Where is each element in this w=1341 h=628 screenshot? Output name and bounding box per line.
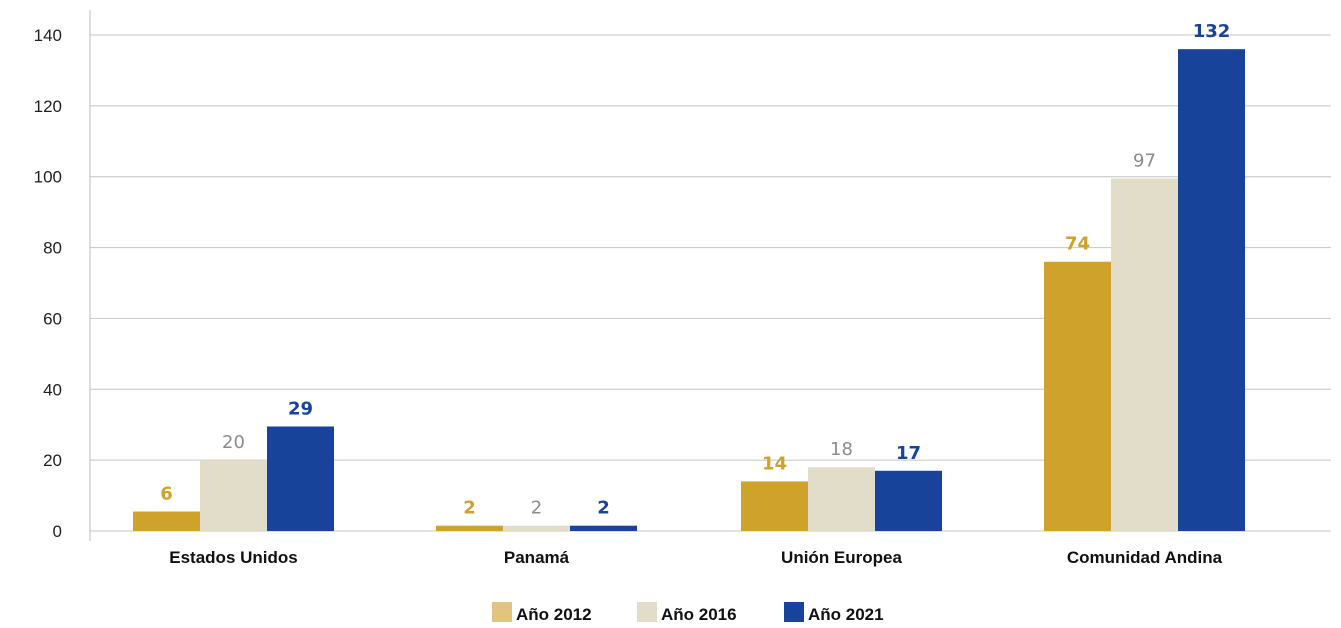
- y-tick-label-120: 120: [34, 97, 62, 116]
- legend-label-ano-2021: Año 2021: [808, 605, 884, 624]
- category-label-panama: Panamá: [504, 548, 570, 567]
- bar-union-europea-ano-2012: [741, 481, 808, 531]
- data-label-comunidad-andina-ano-2016: 97: [1133, 150, 1156, 171]
- category-label-comunidad-andina: Comunidad Andina: [1067, 548, 1223, 567]
- data-label-panama-ano-2016: 2: [531, 498, 542, 519]
- data-label-estados-unidos-ano-2021: 29: [288, 398, 313, 419]
- data-label-union-europea-ano-2016: 18: [830, 439, 853, 460]
- data-label-estados-unidos-ano-2016: 20: [222, 432, 245, 453]
- y-tick-label-60: 60: [43, 309, 62, 328]
- data-label-estados-unidos-ano-2012: 6: [160, 484, 173, 505]
- category-labels: Estados Unidos Panamá Unión Europea Comunid…: [169, 548, 1222, 567]
- legend-label-ano-2012: Año 2012: [516, 605, 592, 624]
- bar-panama-ano-2021: [570, 525, 637, 531]
- data-label-comunidad-andina-ano-2012: 74: [1065, 234, 1090, 255]
- legend-swatch-ano-2012: [492, 602, 512, 622]
- bar-union-europea-ano-2021: [875, 470, 942, 531]
- y-tick-label-40: 40: [43, 380, 62, 399]
- bar-comunidad-andina-ano-2021: [1178, 49, 1245, 532]
- y-tick-label-20: 20: [43, 451, 62, 470]
- bar-estados-unidos-ano-2021: [267, 426, 334, 531]
- data-labels: 6 20 29 2 2 2 14 18 17 74 97 132: [160, 21, 1230, 519]
- bar-estados-unidos-ano-2012: [133, 511, 200, 531]
- bar-panama-ano-2016: [503, 525, 570, 531]
- category-label-union-europea: Unión Europea: [781, 548, 902, 567]
- bar-estados-unidos-ano-2016: [200, 460, 267, 531]
- legend-label-ano-2016: Año 2016: [661, 605, 737, 624]
- bar-comunidad-andina-ano-2016: [1111, 178, 1178, 531]
- data-label-comunidad-andina-ano-2021: 132: [1193, 21, 1231, 42]
- legend-swatch-ano-2021: [784, 602, 804, 622]
- y-tick-label-80: 80: [43, 239, 62, 258]
- data-label-union-europea-ano-2021: 17: [896, 443, 921, 464]
- y-tick-label-0: 0: [53, 522, 62, 541]
- data-label-union-europea-ano-2012: 14: [762, 453, 787, 474]
- legend: Año 2012 Año 2016 Año 2021: [492, 602, 884, 624]
- y-tick-label-140: 140: [34, 26, 62, 45]
- data-label-panama-ano-2012: 2: [463, 498, 476, 519]
- bar-union-europea-ano-2016: [808, 467, 875, 531]
- legend-swatch-ano-2016: [637, 602, 657, 622]
- bars: [133, 49, 1245, 532]
- category-label-estados-unidos: Estados Unidos: [169, 548, 297, 567]
- bar-comunidad-andina-ano-2012: [1044, 261, 1111, 531]
- bar-panama-ano-2012: [436, 525, 503, 531]
- y-axis-ticks: 0 20 40 60 80 100 120 140: [34, 26, 62, 541]
- data-label-panama-ano-2021: 2: [597, 498, 610, 519]
- y-tick-label-100: 100: [34, 168, 62, 187]
